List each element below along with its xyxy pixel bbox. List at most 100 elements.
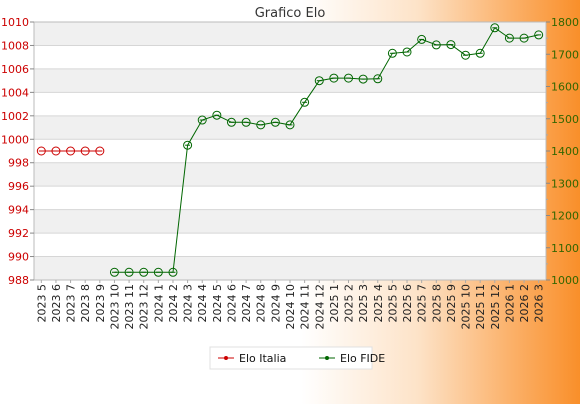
data-point [109, 267, 119, 277]
grid-band [34, 68, 546, 93]
x-tick-label: 2023 10 [108, 284, 121, 330]
legend-label: Elo FIDE [340, 352, 385, 365]
data-point [168, 267, 178, 277]
x-tick-label: 2024 10 [284, 284, 297, 330]
data-point [431, 40, 441, 50]
data-point [241, 117, 251, 127]
legend-item: Elo FIDE [319, 352, 385, 365]
grid-band [34, 115, 546, 140]
x-tick-label: 2024 6 [225, 284, 238, 323]
data-point [387, 48, 397, 58]
data-point [504, 33, 514, 43]
grid-band [34, 209, 546, 234]
plot-background [34, 22, 546, 280]
data-point [36, 146, 46, 156]
x-tick-label: 2025 10 [460, 284, 473, 330]
y-left-tick-label: 1008 [1, 39, 29, 52]
legend-marker [224, 356, 228, 360]
data-point [314, 76, 324, 86]
y-left-tick-label: 996 [8, 180, 29, 193]
y-right-tick-label: 1300 [551, 177, 579, 190]
series-layer [36, 23, 544, 277]
x-tick-label: 2025 11 [474, 284, 487, 330]
y-right-tick-label: 1700 [551, 48, 579, 61]
axes-layer: 988 990 992 994 996 998 1000 1002 1004 1006 1008 10… [1, 16, 579, 330]
x-tick-label: 2026 2 [518, 284, 531, 323]
y-left-tick-label: 1010 [1, 16, 29, 29]
y-left-tick-label: 1006 [1, 63, 29, 76]
plot-area [34, 22, 546, 280]
data-point [446, 40, 456, 50]
x-tick-label: 2024 11 [299, 284, 312, 330]
x-tick-label: 2023 6 [50, 284, 63, 323]
x-tick-label: 2026 3 [533, 284, 546, 323]
data-point [373, 74, 383, 84]
x-tick-label: 2024 12 [313, 284, 326, 330]
x-tick-label: 2025 12 [489, 284, 502, 330]
data-point [344, 73, 354, 83]
y-right-tick-label: 1000 [551, 274, 579, 287]
data-point [139, 267, 149, 277]
x-tick-label: 2024 1 [152, 284, 165, 323]
x-tick-label: 2023 11 [123, 284, 136, 330]
data-point [66, 146, 76, 156]
y-left-tick-label: 1004 [1, 86, 29, 99]
data-point [95, 146, 105, 156]
x-tick-label: 2023 8 [79, 284, 92, 323]
x-tick-label: 2024 2 [167, 284, 180, 323]
x-tick-label: 2025 3 [357, 284, 370, 323]
grid-band [34, 256, 546, 280]
y-right-tick-label: 1200 [551, 210, 579, 223]
x-tick-label: 2023 5 [35, 284, 48, 323]
data-point [417, 34, 427, 44]
x-tick-label: 2025 2 [343, 284, 356, 323]
data-point [534, 30, 544, 40]
legend-marker [325, 356, 329, 360]
data-point [475, 48, 485, 58]
x-tick-label: 2025 9 [445, 284, 458, 323]
x-tick-label: 2025 7 [416, 284, 429, 323]
x-tick-label: 2026 1 [503, 284, 516, 323]
data-point [80, 146, 90, 156]
y-left-tick-label: 998 [8, 157, 29, 170]
x-tick-label: 2025 5 [386, 284, 399, 323]
x-tick-label: 2023 12 [138, 284, 151, 330]
data-point [226, 117, 236, 127]
x-tick-label: 2025 1 [328, 284, 341, 323]
data-point [358, 74, 368, 84]
x-tick-label: 2024 3 [182, 284, 195, 323]
grid-band [34, 162, 546, 187]
legend-box [209, 346, 373, 370]
x-tick-label: 2023 9 [94, 284, 107, 323]
y-left-tick-label: 1000 [1, 133, 29, 146]
x-tick-label: 2024 4 [196, 284, 209, 323]
x-tick-label: 2024 9 [269, 284, 282, 323]
data-point [490, 23, 500, 33]
legend: Elo Italia Elo FIDE [209, 346, 385, 370]
x-tick-label: 2023 7 [65, 284, 78, 323]
data-point [153, 267, 163, 277]
y-left-tick-label: 990 [8, 251, 29, 264]
data-point [183, 140, 193, 150]
y-right-tick-label: 1600 [551, 81, 579, 94]
legend-item: Elo Italia [218, 352, 286, 365]
x-tick-label: 2024 7 [240, 284, 253, 323]
data-point [329, 73, 339, 83]
data-point [402, 47, 412, 57]
y-right-tick-label: 1500 [551, 113, 579, 126]
y-right-tick-label: 1400 [551, 145, 579, 158]
y-left-tick-label: 994 [8, 204, 29, 217]
data-point [212, 110, 222, 120]
data-point [124, 267, 134, 277]
data-point [300, 97, 310, 107]
data-point [197, 115, 207, 125]
data-point [519, 33, 529, 43]
x-tick-label: 2025 4 [372, 284, 385, 323]
data-point [256, 120, 266, 130]
y-left-tick-label: 988 [8, 274, 29, 287]
x-tick-label: 2025 8 [430, 284, 443, 323]
chart-title: Grafico Elo [255, 6, 326, 21]
y-left-tick-label: 992 [8, 227, 29, 240]
